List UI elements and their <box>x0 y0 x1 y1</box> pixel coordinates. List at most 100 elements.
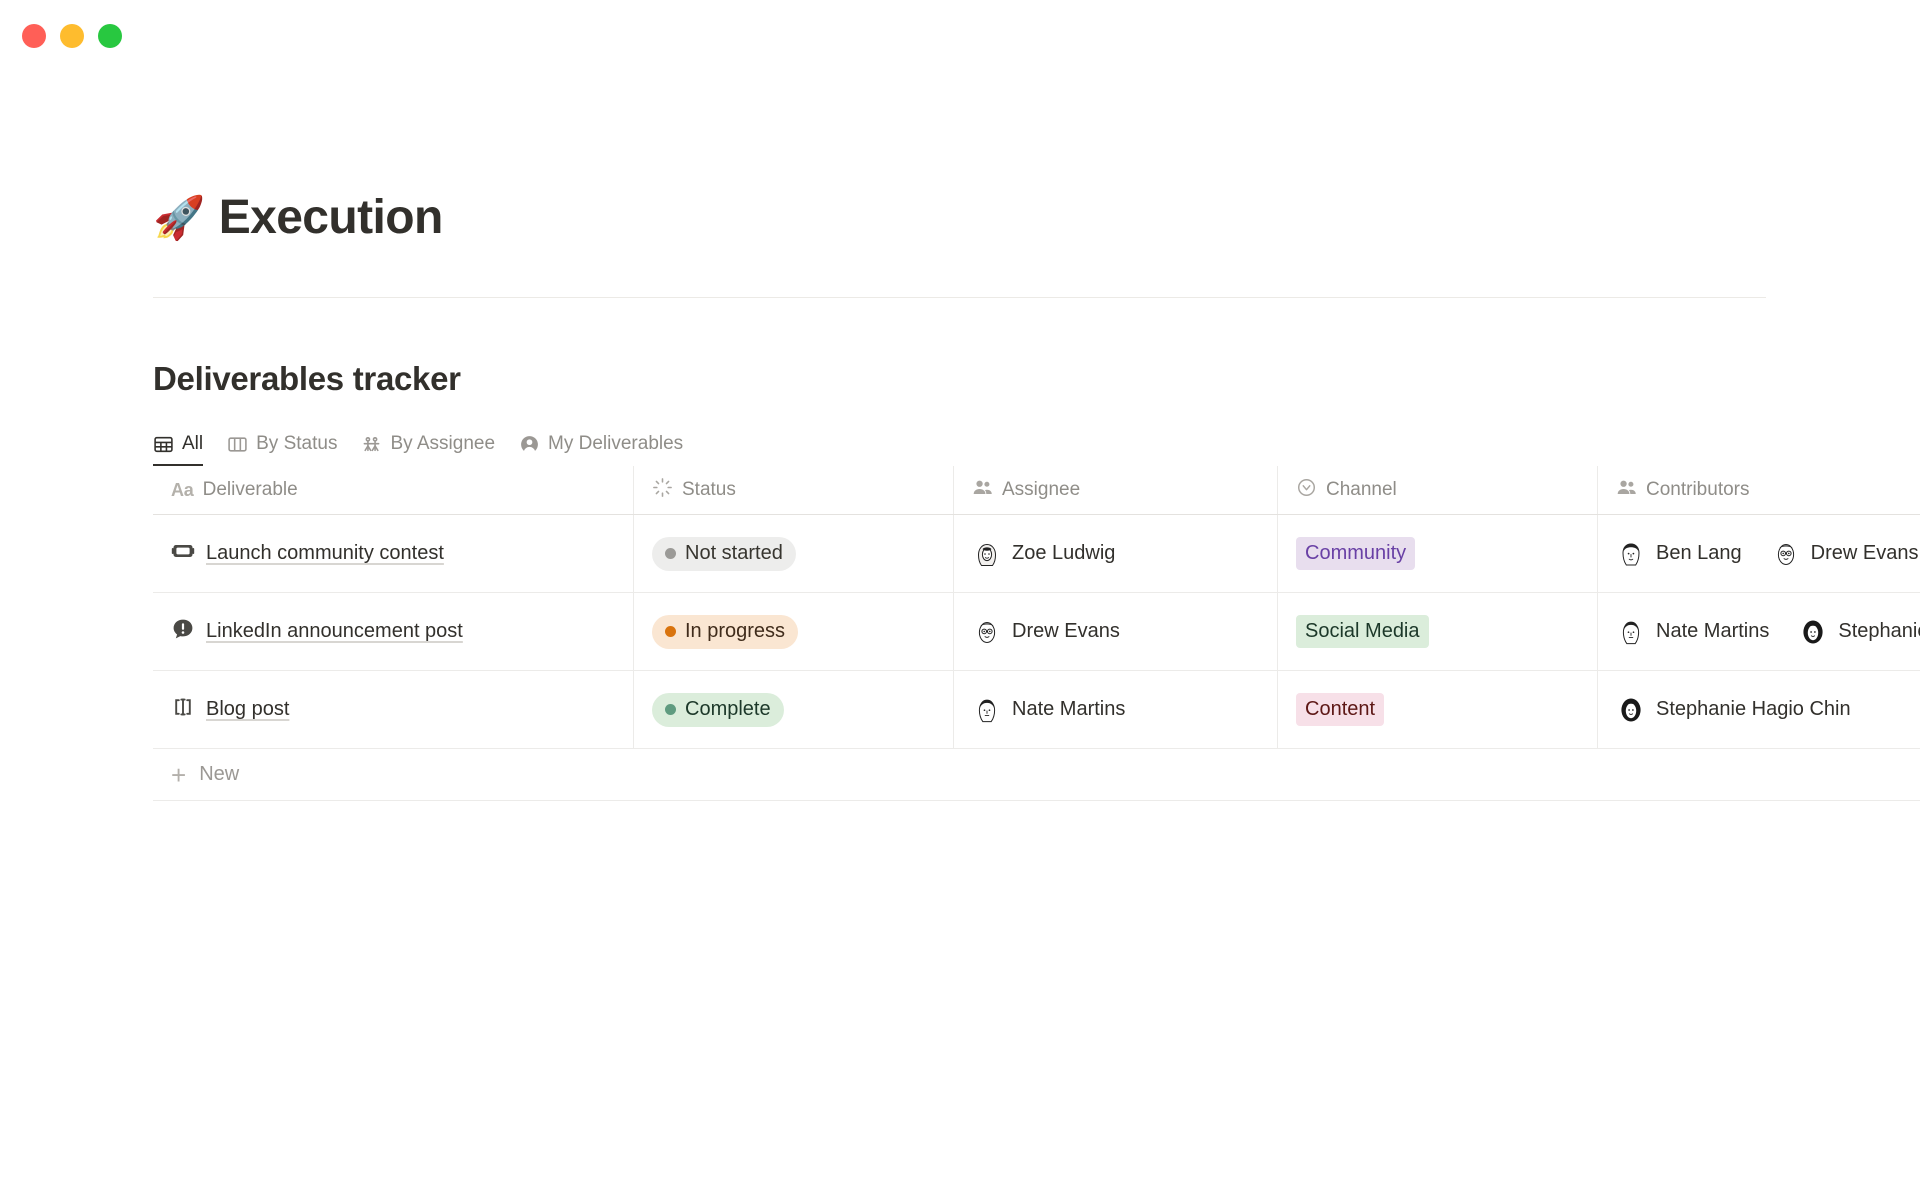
deliverables-database: Deliverables tracker All <box>153 360 1920 801</box>
page-title: 🚀 Execution <box>153 72 1920 242</box>
alert-bubble-icon <box>171 617 195 647</box>
tab-all-label: All <box>182 433 204 454</box>
tab-all[interactable]: All <box>141 433 215 466</box>
column-header-contributors-label: Contributors <box>1646 479 1750 500</box>
cell-status[interactable]: Complete <box>634 671 954 748</box>
tab-by-assignee[interactable]: By Assignee <box>349 433 507 466</box>
contributor-person[interactable]: Stephanie Hagio Chin <box>1616 694 1851 725</box>
window-minimize-button[interactable] <box>60 24 84 48</box>
tab-by-assignee-label: By Assignee <box>390 433 496 454</box>
page-content: 🚀 Execution Deliverables tracker <box>0 72 1920 801</box>
column-header-channel[interactable]: Channel <box>1278 466 1598 514</box>
board-icon <box>227 434 248 455</box>
assignee-name: Nate Martins <box>1012 698 1126 720</box>
aa-text-icon: Aa <box>171 479 194 500</box>
new-row-button[interactable]: + New <box>153 749 1920 801</box>
column-header-deliverable[interactable]: Aa Deliverable <box>153 466 634 514</box>
avatar <box>1616 694 1646 725</box>
people-icon <box>972 477 993 504</box>
channel-label: Community <box>1305 542 1407 564</box>
channel-tag[interactable]: Community <box>1296 537 1416 570</box>
select-chevron-icon <box>1296 477 1317 504</box>
contributor-person[interactable]: Drew Evans <box>1770 538 1919 569</box>
avatar <box>972 616 1002 647</box>
status-dot <box>665 626 676 637</box>
status-label: Complete <box>685 698 771 720</box>
status-label: Not started <box>685 542 783 564</box>
title-divider <box>153 297 1766 298</box>
window-close-button[interactable] <box>22 24 46 48</box>
status-badge[interactable]: Not started <box>652 536 796 571</box>
table-row[interactable]: Blog post Complete <box>153 671 1920 749</box>
deliverable-name[interactable]: LinkedIn announcement post <box>206 620 463 642</box>
contributor-person[interactable]: Nate Martins <box>1616 616 1770 647</box>
page-title-text: Execution <box>218 191 444 244</box>
deliverable-name[interactable]: Launch community contest <box>206 542 444 564</box>
deliverable-name[interactable]: Blog post <box>206 698 290 720</box>
contributor-name: Stephanie Hagio Chin <box>1838 620 1920 642</box>
contributor-person[interactable]: Stephanie Hagio Chin <box>1798 616 1920 647</box>
tab-my-deliverables-label: My Deliverables <box>548 433 684 454</box>
cell-channel[interactable]: Social Media <box>1278 593 1598 670</box>
cell-contributors[interactable]: Ben Lang <box>1598 515 1920 592</box>
rocket-icon[interactable]: 🚀 <box>153 194 205 241</box>
contributor-name: Nate Martins <box>1656 620 1770 642</box>
status-badge[interactable]: Complete <box>652 692 784 727</box>
window-maximize-button[interactable] <box>98 24 122 48</box>
column-header-assignee[interactable]: Assignee <box>954 466 1278 514</box>
tab-by-status[interactable]: By Status <box>215 433 349 466</box>
table-row[interactable]: LinkedIn announcement post In progress <box>153 593 1920 671</box>
cell-deliverable[interactable]: LinkedIn announcement post <box>153 593 634 670</box>
table-row[interactable]: Launch community contest Not started <box>153 515 1920 593</box>
database-title: Deliverables tracker <box>153 360 461 397</box>
window-titlebar <box>0 0 1920 72</box>
deliverables-table: Aa Deliverable <box>153 466 1920 801</box>
column-header-deliverable-label: Deliverable <box>202 479 298 500</box>
cell-deliverable[interactable]: Blog post <box>153 671 634 748</box>
people-icon <box>361 434 382 455</box>
cell-assignee[interactable]: Drew Evans <box>954 593 1278 670</box>
database-view-tabs: All By Status <box>153 422 1920 466</box>
cell-status[interactable]: Not started <box>634 515 954 592</box>
status-dot <box>665 704 676 715</box>
status-badge[interactable]: In progress <box>652 614 799 649</box>
table-header: Aa Deliverable <box>153 466 1920 515</box>
cell-contributors[interactable]: Stephanie Hagio Chin <box>1598 671 1920 748</box>
channel-tag[interactable]: Social Media <box>1296 615 1429 648</box>
avatar <box>1798 616 1829 647</box>
table-body: Launch community contest Not started <box>153 515 1920 749</box>
window-banner-icon <box>171 539 195 569</box>
tab-my-deliverables[interactable]: My Deliverables <box>507 433 695 466</box>
cell-assignee[interactable]: Zoe Ludwig <box>954 515 1278 592</box>
channel-label: Social Media <box>1305 620 1420 642</box>
contributor-name: Drew Evans <box>1810 542 1919 564</box>
assignee-name: Drew Evans <box>1012 620 1120 642</box>
cell-channel[interactable]: Community <box>1278 515 1598 592</box>
status-dot <box>665 548 676 559</box>
column-header-status[interactable]: Status <box>634 466 954 514</box>
avatar <box>972 538 1002 569</box>
contributor-name: Stephanie Hagio Chin <box>1656 698 1851 720</box>
cell-deliverable[interactable]: Launch community contest <box>153 515 634 592</box>
avatar <box>1616 538 1646 569</box>
spinner-icon <box>652 477 673 504</box>
channel-tag[interactable]: Content <box>1296 693 1385 726</box>
new-row-label: New <box>199 763 240 785</box>
contributor-person[interactable]: Ben Lang <box>1616 538 1742 569</box>
avatar <box>1616 616 1646 647</box>
column-header-contributors[interactable]: Contributors <box>1598 466 1920 514</box>
avatar <box>1770 538 1801 569</box>
tab-by-status-label: By Status <box>256 433 338 454</box>
contributor-name: Ben Lang <box>1656 542 1742 564</box>
cell-contributors[interactable]: Nate Martins <box>1598 593 1920 670</box>
cell-channel[interactable]: Content <box>1278 671 1598 748</box>
assignee-person[interactable]: Nate Martins <box>972 694 1126 725</box>
column-header-assignee-label: Assignee <box>1002 479 1081 500</box>
cell-assignee[interactable]: Nate Martins <box>954 671 1278 748</box>
table-icon <box>153 434 174 455</box>
assignee-person[interactable]: Zoe Ludwig <box>972 538 1115 569</box>
assignee-person[interactable]: Drew Evans <box>972 616 1120 647</box>
plus-icon: + <box>171 759 187 790</box>
cell-status[interactable]: In progress <box>634 593 954 670</box>
column-header-status-label: Status <box>682 479 736 500</box>
